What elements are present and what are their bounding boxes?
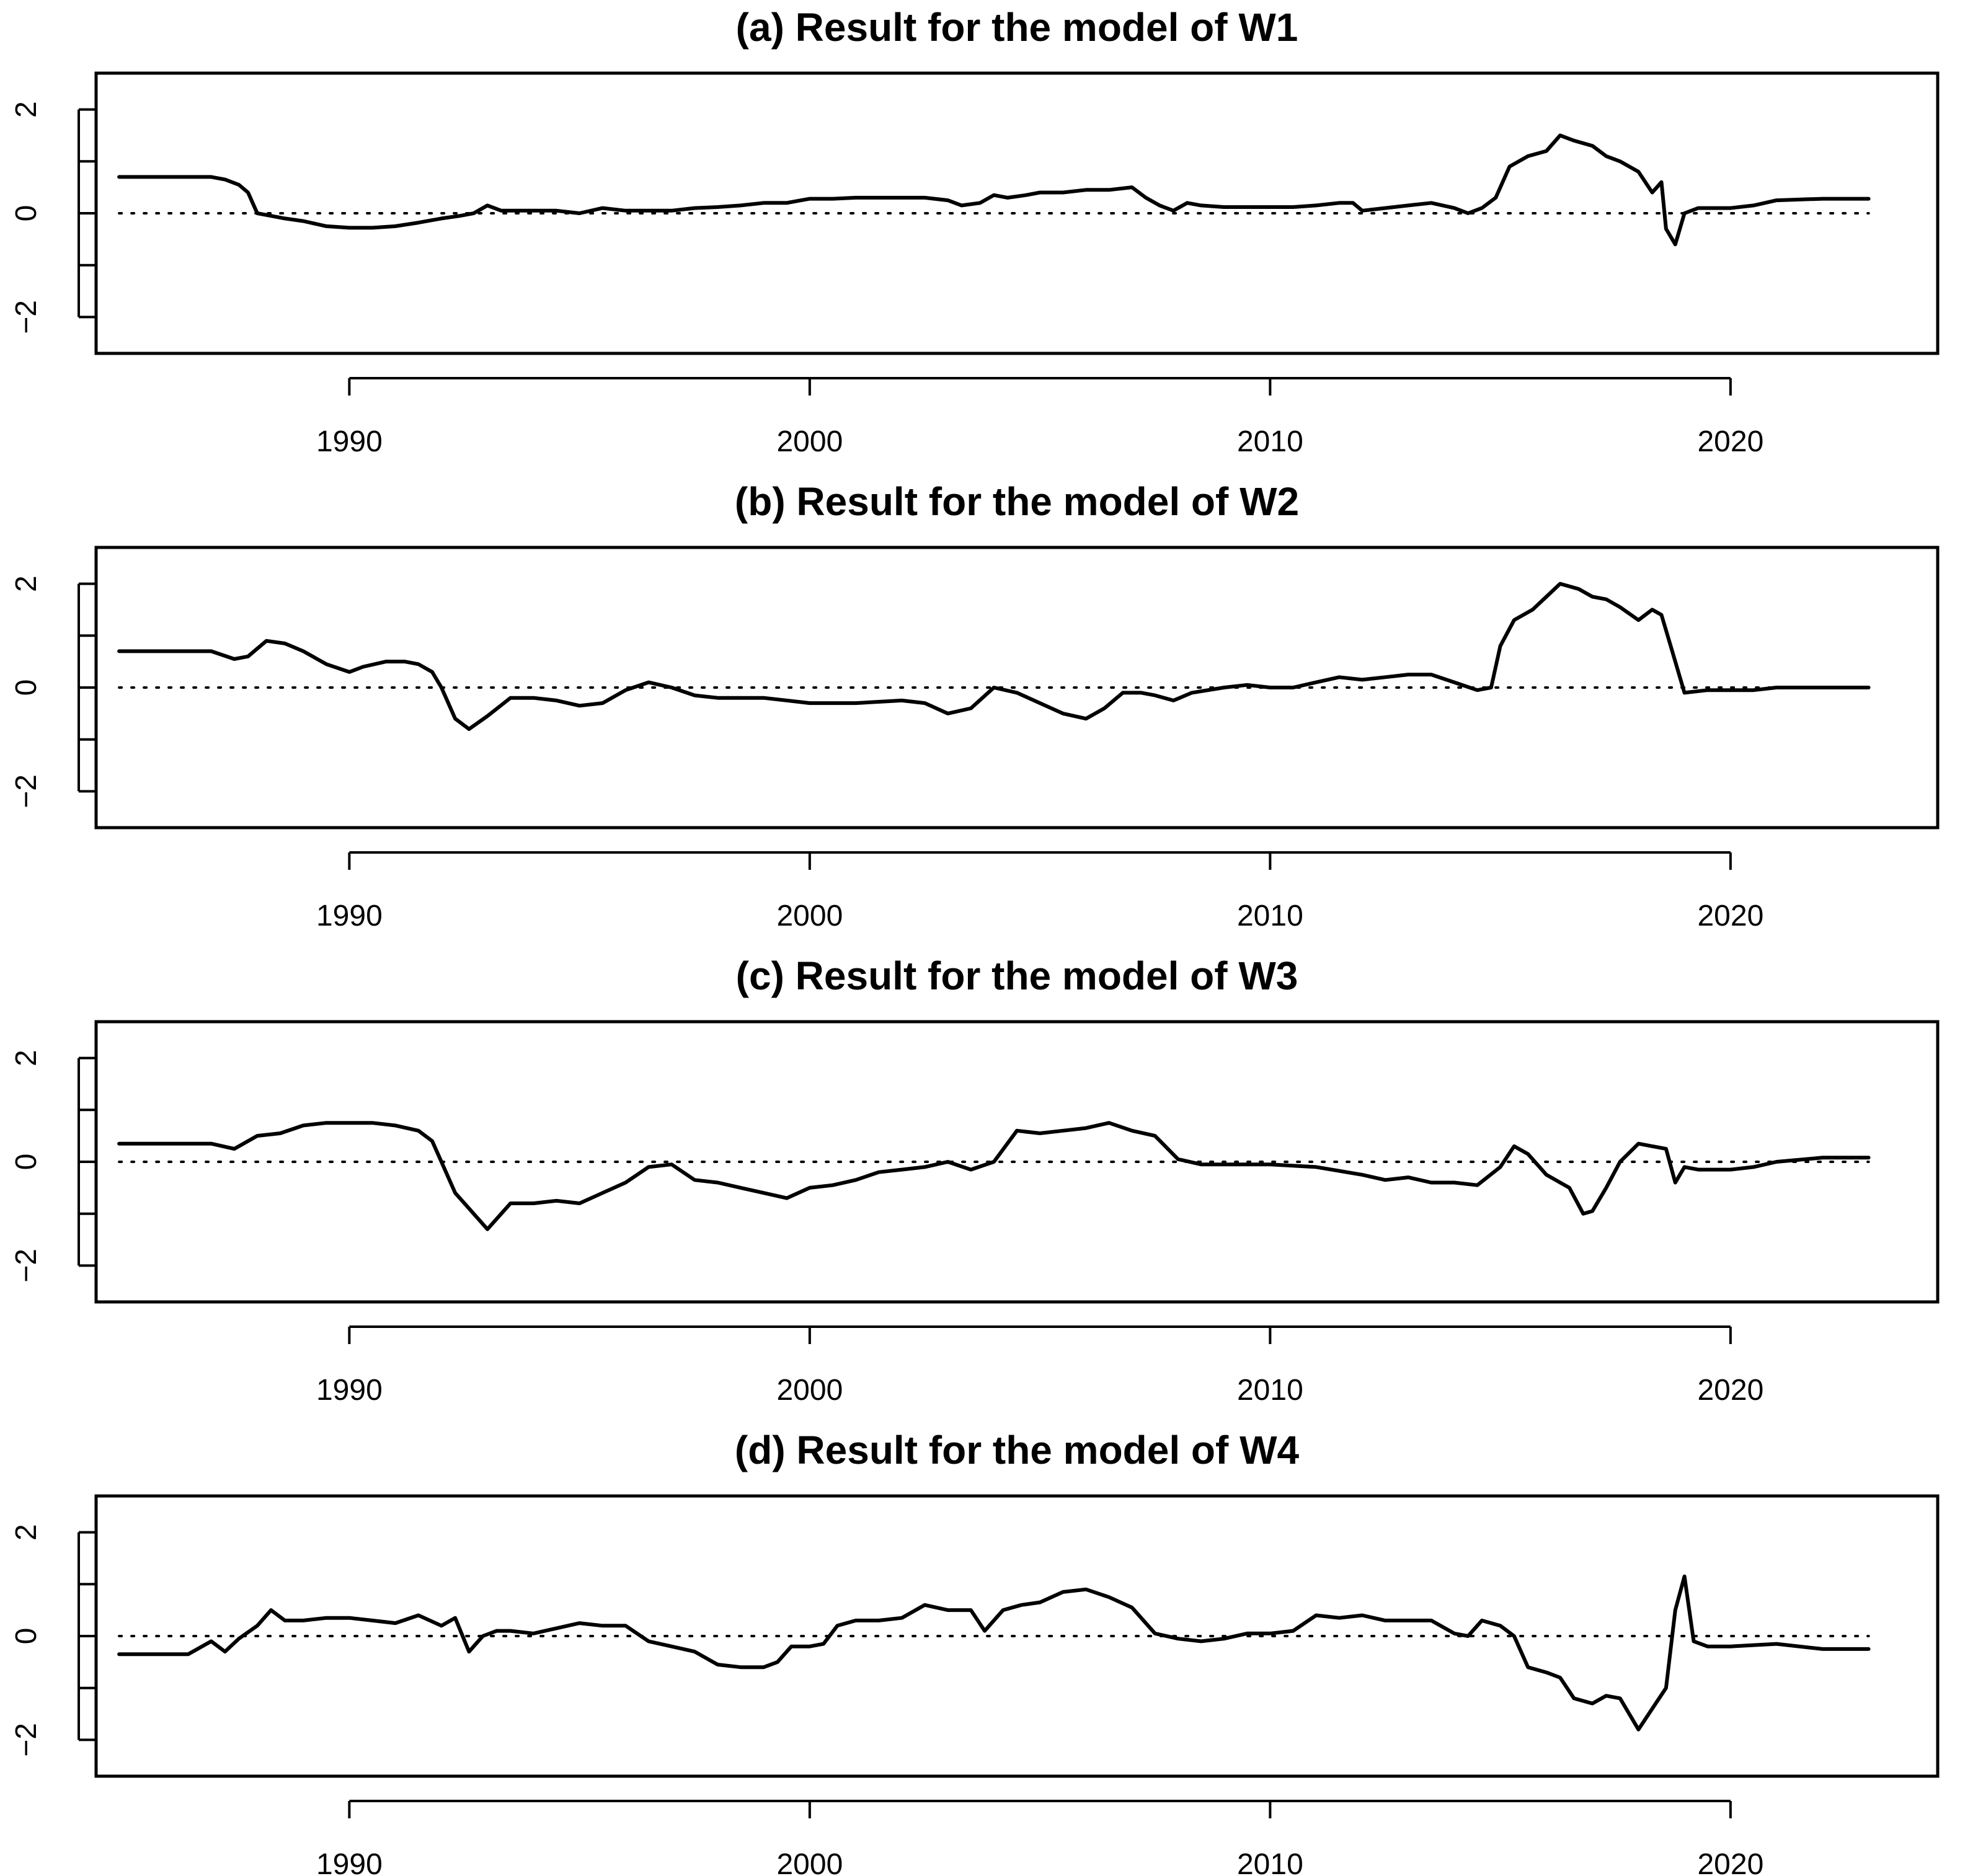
x-tick-label: 1990 <box>316 425 383 458</box>
x-tick-label: 2020 <box>1697 900 1763 932</box>
panel-title: (c) Result for the model of W3 <box>736 953 1298 998</box>
panel-title: (b) Result for the model of W2 <box>735 479 1299 524</box>
y-tick-label: 0 <box>10 205 43 222</box>
y-tick-label: 0 <box>10 1154 43 1170</box>
panel-title: (a) Result for the model of W1 <box>736 5 1298 50</box>
chart-panel-0: (a) Result for the model of W1 −2 0 2 1990 20… <box>10 5 1940 458</box>
series-line-0 <box>117 582 1871 731</box>
x-tick-label: 2010 <box>1237 1374 1303 1407</box>
x-tick-label: 2000 <box>776 425 843 458</box>
x-tick-label: 1990 <box>316 1374 383 1407</box>
chart-panel-1: (b) Result for the model of W2 −2 0 2 1990 20… <box>10 479 1940 932</box>
x-tick-label: 2020 <box>1697 425 1763 458</box>
series-line-0 <box>117 1121 1871 1231</box>
series-line-0 <box>117 133 1871 247</box>
x-tick-label: 1990 <box>316 900 383 932</box>
chart-panel-3: (d) Result for the model of W4 −2 0 2 1990 20… <box>10 1428 1940 1876</box>
y-tick-label: −2 <box>10 1249 43 1283</box>
y-tick-label: 0 <box>10 1628 43 1645</box>
x-tick-label: 2010 <box>1237 1848 1303 1876</box>
y-tick-label: 2 <box>10 575 43 592</box>
x-tick-label: 2010 <box>1237 425 1303 458</box>
panel-title: (d) Result for the model of W4 <box>735 1428 1300 1472</box>
y-tick-label: −2 <box>10 300 43 334</box>
y-tick-label: −2 <box>10 774 43 808</box>
x-tick-label: 2010 <box>1237 900 1303 932</box>
y-tick-label: −2 <box>10 1723 43 1757</box>
y-tick-label: 2 <box>10 101 43 118</box>
y-tick-label: 2 <box>10 1050 43 1066</box>
x-tick-label: 2020 <box>1697 1374 1763 1407</box>
y-tick-label: 0 <box>10 679 43 696</box>
y-tick-label: 2 <box>10 1524 43 1541</box>
x-tick-label: 2000 <box>776 1848 843 1876</box>
chart-panel-2: (c) Result for the model of W3 −2 0 2 1990 20… <box>10 953 1940 1407</box>
x-tick-label: 2000 <box>776 900 843 932</box>
x-tick-label: 2020 <box>1697 1848 1763 1876</box>
series-line-0 <box>117 1574 1871 1732</box>
x-tick-label: 1990 <box>316 1848 383 1876</box>
x-tick-label: 2000 <box>776 1374 843 1407</box>
